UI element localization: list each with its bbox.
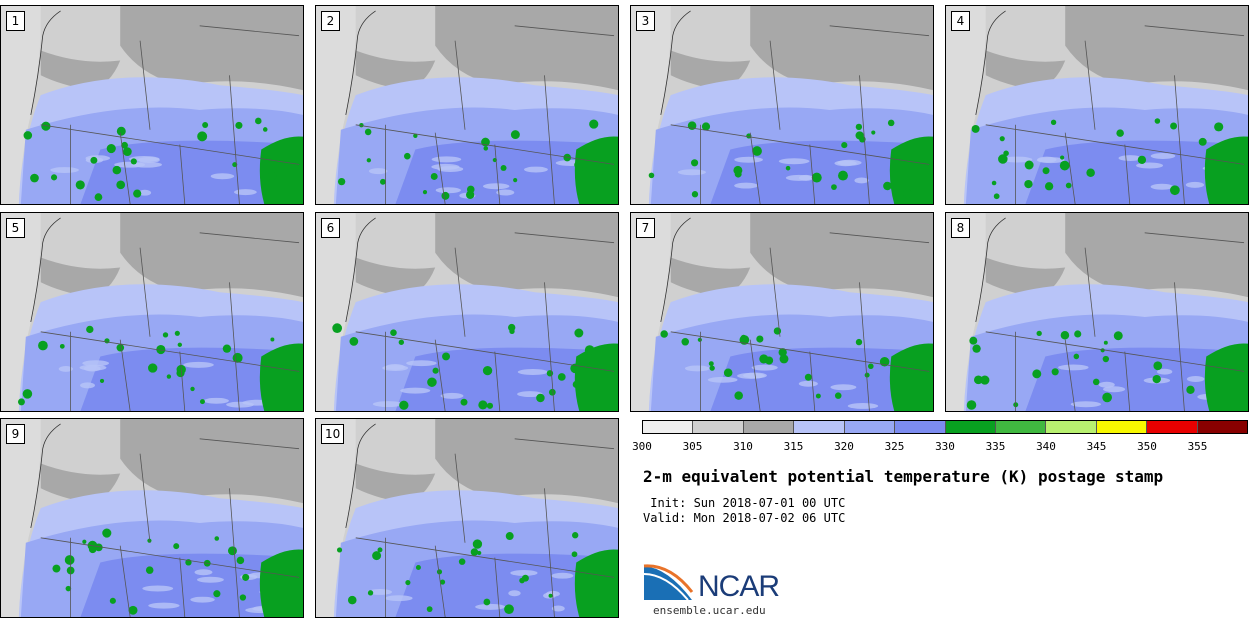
- panel-number-label: 9: [6, 424, 25, 444]
- init-time: Init: Sun 2018-07-01 00 UTC: [643, 496, 846, 510]
- postage-stamp-panel: 7: [630, 212, 934, 412]
- postage-stamp-panel: 8: [945, 212, 1249, 412]
- colorbar-tick-label: 315: [783, 440, 804, 453]
- postage-stamp-panel: 6: [315, 212, 619, 412]
- postage-stamp-panel: 2: [315, 5, 619, 205]
- postage-stamp-panel: 10: [315, 418, 619, 618]
- colorbar-swatch: [895, 421, 946, 433]
- colorbar-swatch: [995, 421, 1047, 433]
- colorbar-tick-label: 350: [1137, 440, 1157, 453]
- postage-stamp-panel: 3: [630, 5, 934, 205]
- map-field: [946, 213, 1248, 411]
- postage-stamp-panel: 1: [0, 5, 304, 205]
- colorbar-swatch: [1147, 421, 1198, 433]
- colorbar-tick-label: 330: [935, 440, 955, 453]
- colorbar-swatch: [1197, 421, 1248, 433]
- colorbar-swatch: [844, 421, 896, 433]
- colorbar-tick-label: 335: [985, 440, 1006, 453]
- colorbar-tick-label: 355: [1187, 440, 1208, 453]
- map-field: [316, 419, 618, 617]
- colorbar-tick-label: 320: [834, 440, 854, 453]
- logo-wordmark: NCAR: [698, 570, 780, 603]
- map-field: [946, 6, 1248, 204]
- colorbar-tick-label: 325: [884, 440, 905, 453]
- colorbar: [642, 420, 1248, 434]
- colorbar-swatch: [794, 421, 845, 433]
- postage-stamp-panel: 9: [0, 418, 304, 618]
- colorbar-tick-label: 340: [1036, 440, 1056, 453]
- ncar-logo-icon: [643, 564, 694, 601]
- colorbar-tick-label: 305: [682, 440, 703, 453]
- valid-time: Valid: Mon 2018-07-02 06 UTC: [643, 511, 846, 525]
- panel-number-label: 3: [636, 11, 655, 31]
- colorbar-swatch: [1096, 421, 1148, 433]
- panel-number-label: 2: [321, 11, 340, 31]
- map-field: [1, 6, 303, 204]
- postage-stamp-panel: 5: [0, 212, 304, 412]
- map-field: [1, 213, 303, 411]
- panel-number-label: 4: [951, 11, 970, 31]
- panel-number-label: 10: [321, 424, 345, 444]
- colorbar-swatch: [693, 421, 744, 433]
- ncar-logo: NCAR ensemble.ucar.edu: [642, 560, 802, 618]
- panel-number-label: 8: [951, 218, 970, 238]
- logo-url: ensemble.ucar.edu: [653, 604, 766, 617]
- colorbar-swatch: [743, 421, 795, 433]
- panel-number-label: 5: [6, 218, 25, 238]
- map-field: [631, 6, 933, 204]
- panel-number-label: 6: [321, 218, 340, 238]
- plot-title: 2-m equivalent potential temperature (K)…: [643, 467, 1164, 486]
- colorbar-tick-label: 345: [1086, 440, 1107, 453]
- map-field: [1, 419, 303, 617]
- colorbar-swatch: [643, 421, 694, 433]
- colorbar-swatch: [945, 421, 996, 433]
- map-field: [316, 213, 618, 411]
- panel-number-label: 1: [6, 11, 25, 31]
- map-field: [316, 6, 618, 204]
- colorbar-tick-labels: 300 305 310 315 320 325 330 335 340 345 350 355: [632, 440, 1248, 454]
- colorbar-tick-label: 310: [733, 440, 753, 453]
- map-field: [631, 213, 933, 411]
- colorbar-swatch: [1046, 421, 1097, 433]
- panel-number-label: 7: [636, 218, 655, 238]
- colorbar-tick-label: 300: [632, 440, 652, 453]
- postage-stamp-panel: 4: [945, 5, 1249, 205]
